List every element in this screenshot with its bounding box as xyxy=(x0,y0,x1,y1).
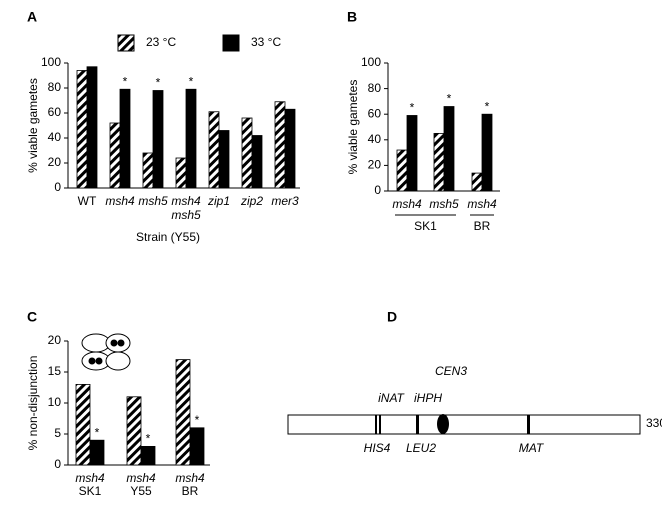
legend-swatch xyxy=(117,34,135,52)
group-label: SK1 xyxy=(79,484,102,498)
x-tick-label: msh4 xyxy=(467,197,497,211)
bar xyxy=(274,101,286,189)
locus-label: HIS4 xyxy=(364,441,391,455)
chromosome xyxy=(287,414,641,435)
bar xyxy=(189,427,205,466)
length-label: 330 kb xyxy=(646,416,662,430)
bar xyxy=(152,90,164,189)
significance-mark: * xyxy=(485,99,490,113)
bar xyxy=(126,396,142,466)
y-tick-label: 80 xyxy=(48,80,62,94)
group-label: BR xyxy=(182,484,199,498)
x-tick-label: mer3 xyxy=(271,194,299,208)
bar xyxy=(175,157,187,189)
y-tick-label: 20 xyxy=(48,155,62,169)
locus-label: iNAT xyxy=(378,391,405,405)
locus-label: MAT xyxy=(519,441,545,455)
locus-label: LEU2 xyxy=(406,441,436,455)
x-tick-label: msh4 xyxy=(175,471,205,485)
bar xyxy=(89,439,105,466)
significance-mark: * xyxy=(156,76,161,90)
bar xyxy=(443,106,455,192)
bar xyxy=(140,445,156,466)
locus-label: iHPH xyxy=(414,391,442,405)
bar xyxy=(218,130,230,189)
y-tick-label: 10 xyxy=(48,395,62,409)
x-tick-label: zip1 xyxy=(207,194,230,208)
significance-mark: * xyxy=(410,101,415,115)
y-axis-label: % viable gametes xyxy=(346,80,360,175)
legend-swatch xyxy=(222,34,240,52)
bar xyxy=(471,172,483,192)
y-tick-label: 100 xyxy=(361,55,381,69)
significance-mark: * xyxy=(95,425,100,439)
bar xyxy=(251,135,263,189)
y-tick-label: 100 xyxy=(41,55,61,69)
bar xyxy=(396,149,408,192)
group-label: BR xyxy=(474,219,491,233)
significance-mark: * xyxy=(195,413,200,427)
y-tick-label: 60 xyxy=(368,106,382,120)
y-tick-label: 0 xyxy=(54,457,61,471)
bar xyxy=(433,132,445,192)
y-tick-label: 0 xyxy=(54,180,61,194)
y-tick-label: 20 xyxy=(368,158,382,172)
locus-label: CEN3 xyxy=(435,364,467,378)
y-tick-label: 40 xyxy=(368,132,382,146)
x-tick-label: zip2 xyxy=(240,194,263,208)
bar xyxy=(241,117,253,189)
panel-label: A xyxy=(27,9,37,25)
significance-mark: * xyxy=(447,92,452,106)
panel-label: C xyxy=(27,309,37,325)
legend-label: 33 °C xyxy=(251,35,281,49)
x-tick-label: msh5 xyxy=(138,194,168,208)
bar xyxy=(406,115,418,192)
bar xyxy=(75,383,91,466)
group-label: SK1 xyxy=(414,219,437,233)
y-axis-label: % viable gametes xyxy=(26,78,40,173)
x-tick-label: msh4 xyxy=(105,194,135,208)
y-tick-label: 40 xyxy=(48,130,62,144)
x-axis-label: Strain (Y55) xyxy=(136,230,200,244)
y-tick-label: 5 xyxy=(54,426,61,440)
bar xyxy=(284,108,296,189)
significance-mark: * xyxy=(189,74,194,88)
x-tick-label: WT xyxy=(77,194,97,208)
legend-label: 23 °C xyxy=(146,35,176,49)
y-tick-label: 15 xyxy=(48,364,62,378)
nd-icon xyxy=(81,333,131,371)
bar xyxy=(185,88,197,189)
y-tick-label: 60 xyxy=(48,105,62,119)
significance-mark: * xyxy=(123,74,128,88)
bar xyxy=(175,359,191,466)
bar xyxy=(86,66,98,189)
panel-label: B xyxy=(347,9,357,25)
x-tick-label: msh5 xyxy=(429,197,459,211)
bar xyxy=(208,111,220,189)
group-label: Y55 xyxy=(130,484,152,498)
y-tick-label: 80 xyxy=(368,81,382,95)
bar xyxy=(481,113,493,192)
x-tick-label: msh4 xyxy=(126,471,156,485)
significance-mark: * xyxy=(146,432,151,446)
x-tick-label: msh4 msh5 xyxy=(171,194,201,222)
panel-label: D xyxy=(387,309,397,325)
bar xyxy=(142,152,154,189)
bar xyxy=(109,122,121,189)
y-axis-label: % non-disjunction xyxy=(26,356,40,451)
x-tick-label: msh4 xyxy=(75,471,105,485)
y-tick-label: 0 xyxy=(374,183,381,197)
bar xyxy=(119,88,131,189)
y-tick-label: 20 xyxy=(48,333,62,347)
bar xyxy=(76,70,88,189)
x-tick-label: msh4 xyxy=(392,197,422,211)
